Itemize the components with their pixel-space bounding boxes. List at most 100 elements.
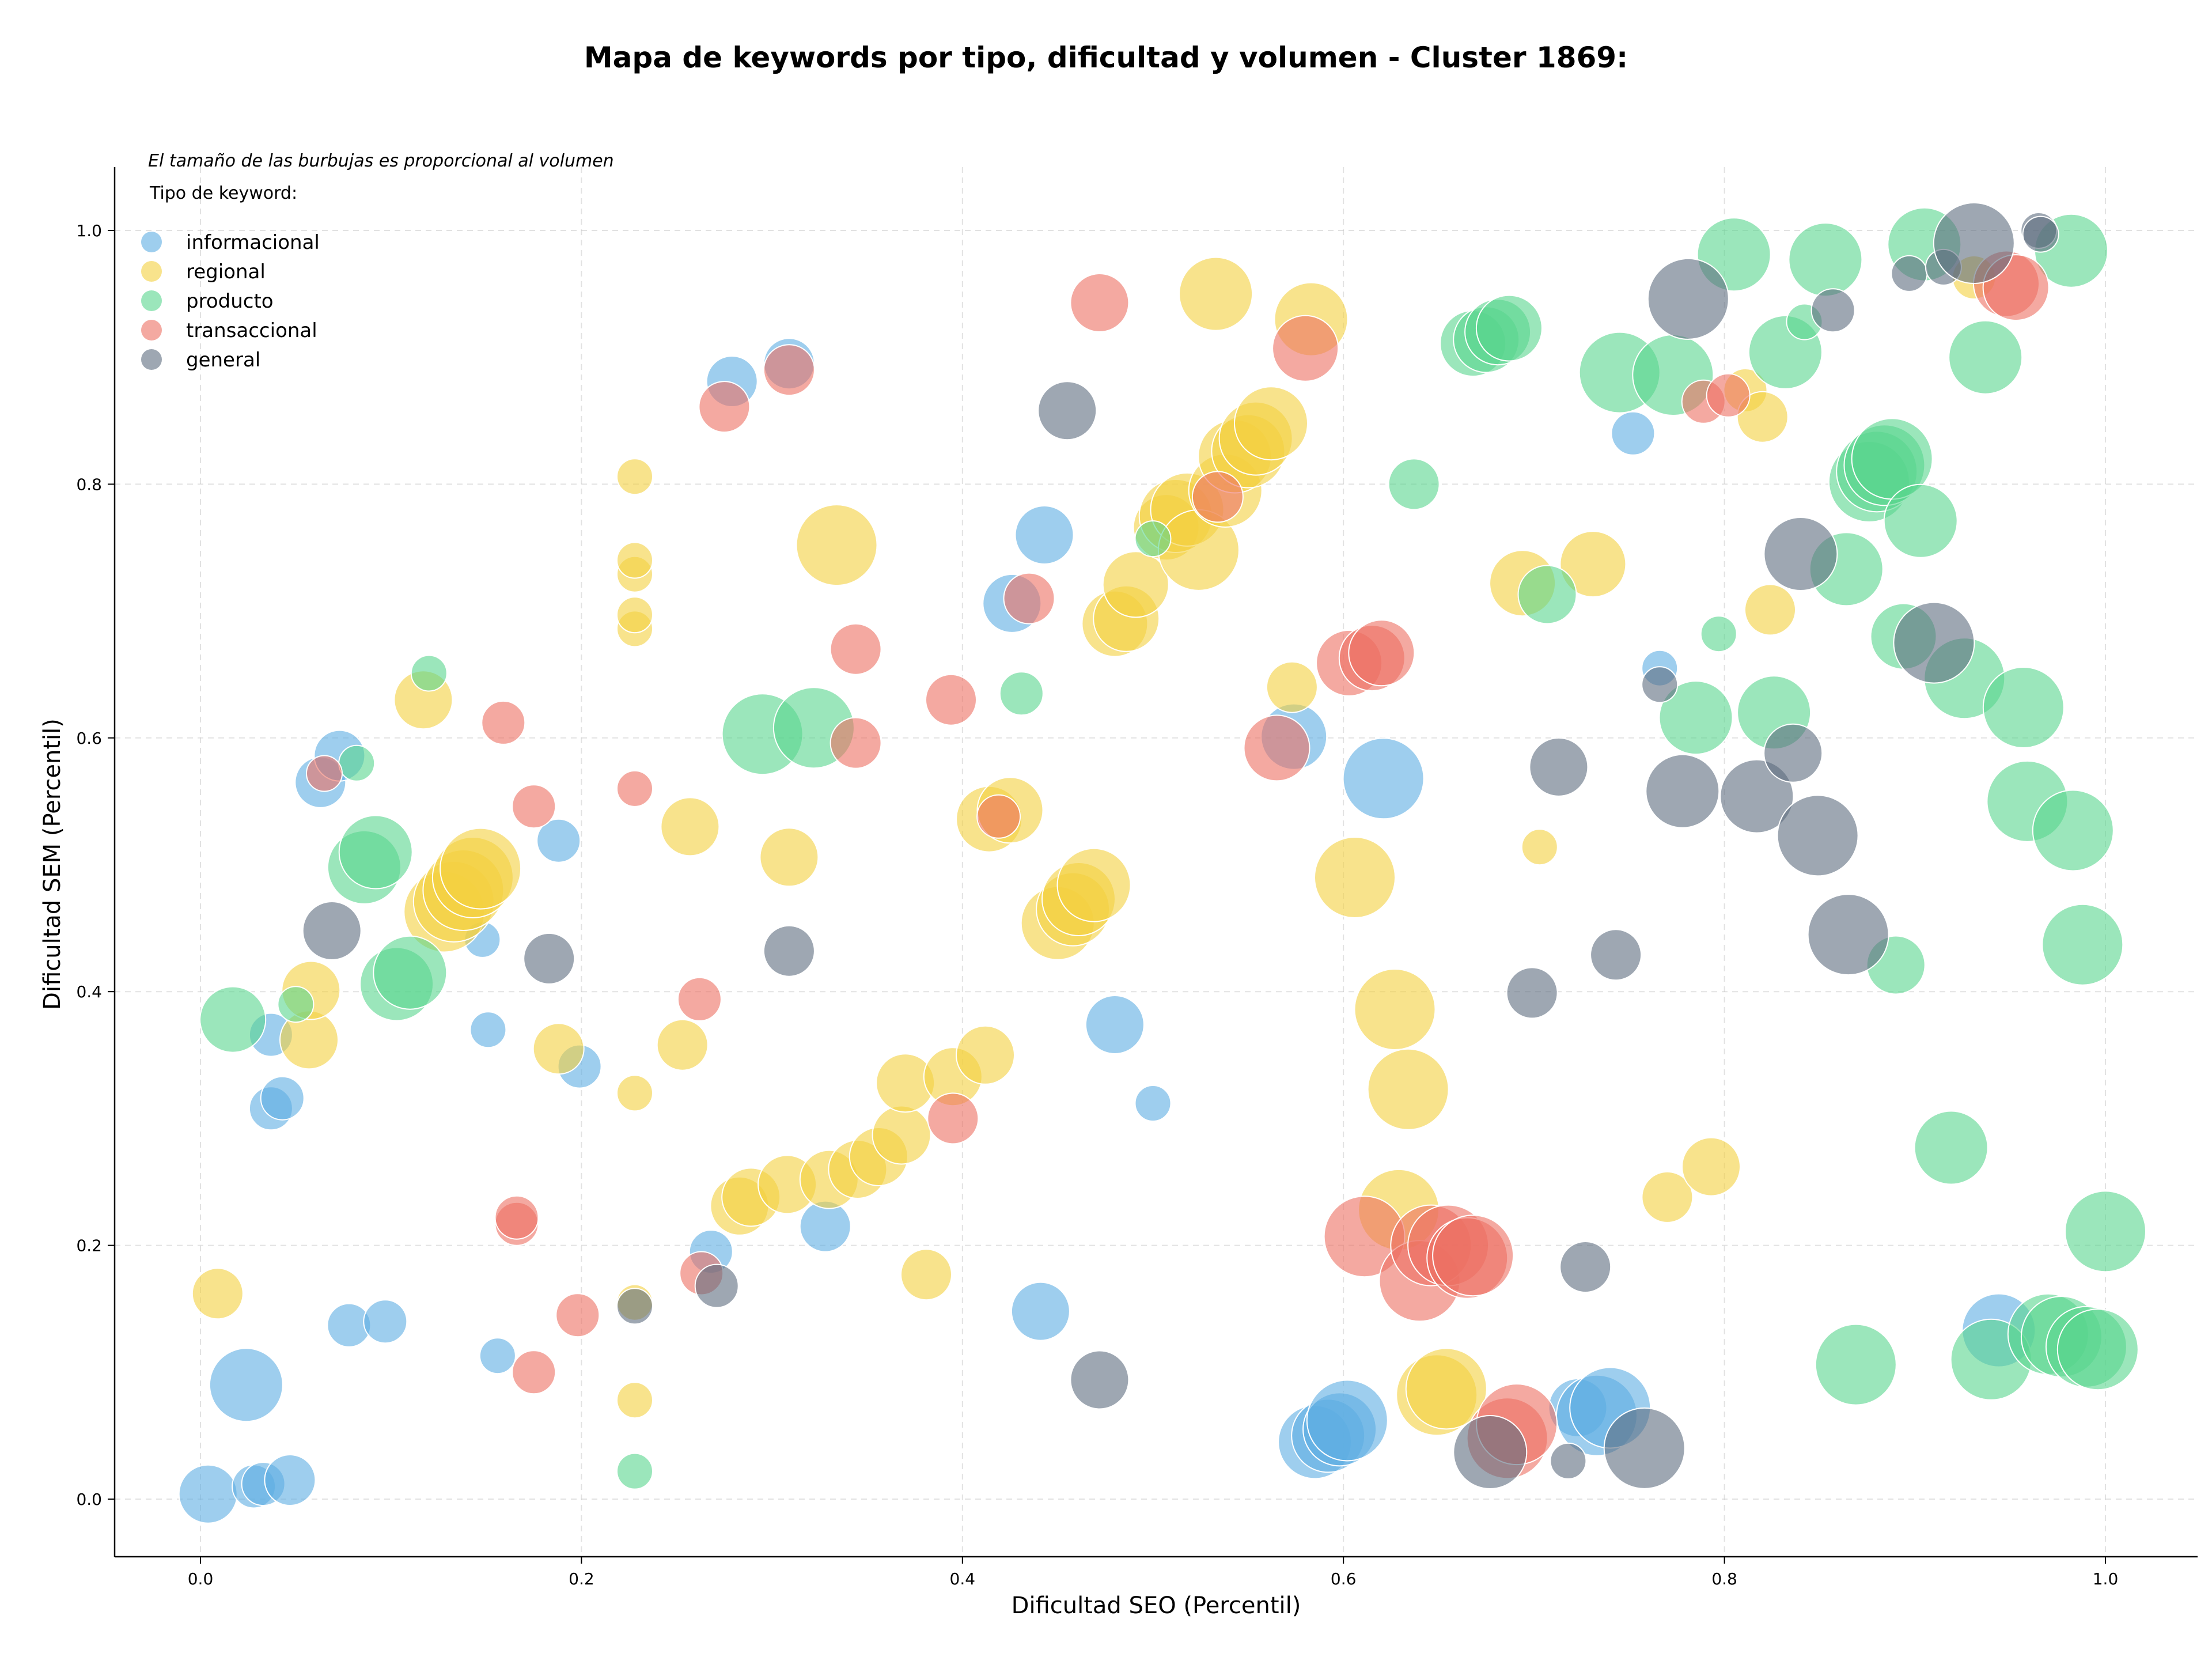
bubble-general — [2022, 215, 2059, 253]
bubble-informacional — [469, 1011, 507, 1049]
bubble-regional — [1314, 837, 1396, 918]
bubble-informacional — [1611, 411, 1656, 456]
bubble-regional — [1354, 968, 1436, 1050]
bubble-regional — [1736, 391, 1789, 443]
bubble-transaccional — [1706, 373, 1751, 418]
bubble-informacional — [1085, 995, 1145, 1054]
legend-marker-transaccional — [141, 320, 162, 340]
legend-label-regional: regional — [186, 260, 266, 283]
y-tick-label: 0.2 — [76, 1236, 102, 1255]
bubble-general — [1506, 967, 1558, 1019]
bubble-transaccional — [494, 1195, 539, 1240]
bubble-producto — [373, 935, 448, 1010]
bubble-transaccional — [976, 794, 1021, 839]
bubble-producto — [1388, 458, 1440, 510]
bubble-producto — [1815, 1323, 1897, 1406]
bubble-general — [1777, 794, 1859, 877]
bubble-informacional — [209, 1348, 283, 1422]
bubble-general — [1763, 517, 1838, 591]
bubble-regional — [532, 1023, 585, 1075]
bubble-regional — [440, 827, 522, 910]
bubble-regional — [759, 827, 819, 887]
bubble-producto — [1475, 294, 1543, 362]
bubble-producto — [199, 986, 267, 1053]
legend-label-transaccional: transaccional — [186, 319, 317, 342]
axis-ticks: 0.0 0.2 0.4 0.6 0.8 1.0 0.0 0.2 0.4 0.6 0.8 1.0 — [76, 221, 2118, 1588]
bubble-regional — [616, 1074, 653, 1112]
bubble-regional — [1234, 386, 1308, 461]
bubble-informacional — [178, 1464, 238, 1524]
bubble-general — [763, 925, 815, 977]
bubble-regional — [656, 1019, 709, 1071]
bubble-transaccional — [830, 717, 882, 769]
series-general — [302, 202, 2059, 1489]
bubble-regional — [660, 797, 720, 857]
bubble-transaccional — [616, 770, 653, 807]
x-tick-label: 0.8 — [1711, 1569, 1737, 1588]
bubble-general — [1933, 202, 2015, 284]
bubble-transaccional — [1070, 273, 1130, 332]
bubble-transaccional — [1243, 714, 1310, 782]
bubble-general — [1529, 737, 1589, 797]
bubble-regional — [956, 1025, 1015, 1085]
bubble-transaccional — [1272, 315, 1339, 382]
bubble-general — [1641, 666, 1679, 703]
bubble-general — [1763, 723, 1823, 783]
bubble-informacional — [536, 818, 581, 863]
bubble-producto — [410, 654, 448, 692]
bubble-transaccional — [306, 755, 343, 792]
bubble-producto — [2032, 789, 2114, 872]
bubble-informacional — [479, 1337, 516, 1375]
bubble-general — [1810, 288, 1855, 333]
bubble-transaccional — [1348, 619, 1415, 687]
bubble-producto — [1914, 1110, 1988, 1185]
size-note: El tamaño de las burbujas es proporciona… — [148, 151, 614, 171]
bubble-producto — [1700, 615, 1737, 653]
y-tick-label: 0.6 — [76, 729, 102, 748]
bubble-informacional — [1010, 1281, 1070, 1341]
grid-lines — [115, 167, 2198, 1557]
bubble-general — [1070, 1350, 1130, 1410]
bubble-regional — [1179, 256, 1253, 331]
bubble-general — [302, 901, 362, 960]
legend-marker-regional — [141, 261, 162, 282]
bubble-regional — [616, 596, 653, 634]
bubble-regional — [796, 504, 878, 587]
bubble-general — [1893, 601, 1975, 684]
bubble-general — [1719, 759, 1794, 834]
bubble-producto — [2056, 1308, 2139, 1391]
y-axis-label: Dificultad SEM (Percentil) — [39, 718, 66, 1010]
bubble-transaccional — [481, 700, 526, 745]
x-tick-label: 0.0 — [188, 1569, 214, 1588]
bubble-producto — [2041, 903, 2124, 986]
bubble-transaccional — [512, 784, 556, 829]
bubble-producto — [338, 744, 376, 782]
bubble-regional — [1102, 551, 1169, 618]
bubble-transaccional — [512, 1350, 556, 1395]
legend-items: informacional regional producto transaccion… — [141, 231, 320, 372]
bubble-transaccional — [698, 381, 751, 433]
chart-title: Mapa de keywords por tipo, dificultad y … — [584, 41, 1628, 74]
bubble-general — [1590, 929, 1642, 981]
bubble-transaccional — [925, 674, 977, 726]
bubble-informacional — [1342, 737, 1425, 820]
x-axis-label: Dificultad SEO (Percentil) — [1012, 1592, 1301, 1619]
bubble-producto — [999, 671, 1044, 716]
bubble-regional — [191, 1267, 244, 1320]
bubble-transaccional — [1191, 471, 1244, 523]
x-tick-label: 0.4 — [950, 1569, 976, 1588]
bubble-regional — [900, 1248, 952, 1301]
bubble-informacional — [1134, 1085, 1172, 1122]
bubble-transaccional — [763, 344, 815, 396]
bubble-producto — [1134, 520, 1172, 558]
bubble-regional — [872, 1105, 931, 1165]
bubble-general — [1647, 258, 1729, 340]
bubble-general — [1559, 1241, 1612, 1293]
bubble-informacional — [363, 1299, 408, 1344]
legend-marker-general — [141, 349, 162, 370]
y-tick-label: 0.4 — [76, 982, 102, 1001]
y-tick-label: 0.0 — [76, 1490, 102, 1509]
bubble-layer — [178, 202, 2146, 1524]
bubble-transaccional — [927, 1092, 979, 1145]
